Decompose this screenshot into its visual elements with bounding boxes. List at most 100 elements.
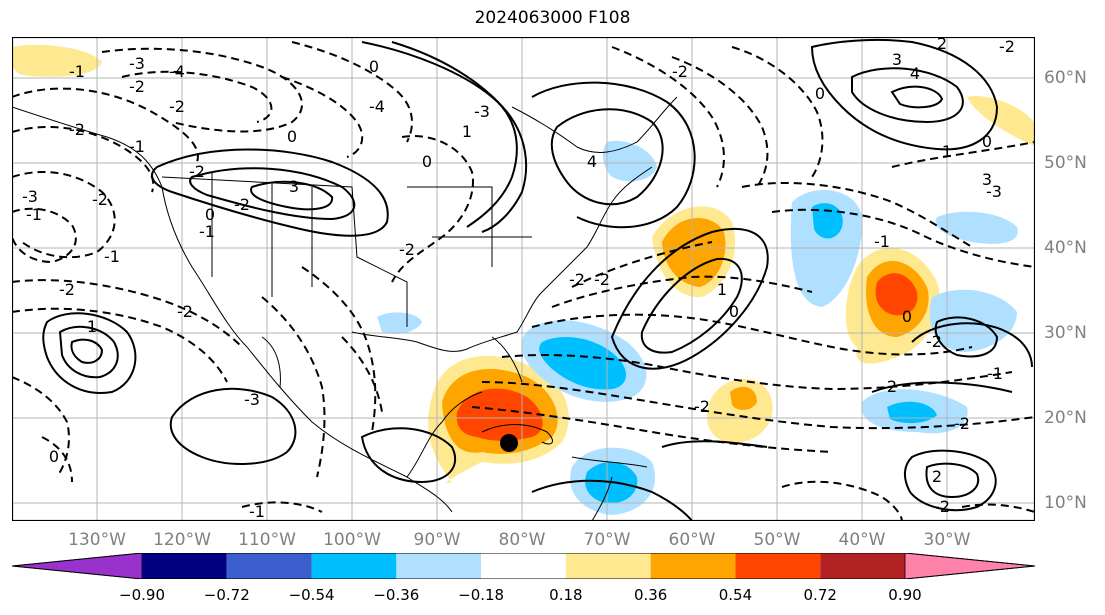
colorbar-segment bbox=[396, 553, 482, 579]
contour-label: -2 bbox=[92, 190, 108, 209]
contour-label: -2 bbox=[129, 77, 145, 96]
contour-label: -4 bbox=[169, 62, 185, 81]
contour-label: 4 bbox=[587, 152, 597, 171]
longitude-label: 50°W bbox=[753, 530, 801, 550]
longitude-label: 60°W bbox=[668, 530, 716, 550]
black-dot-marker-icon bbox=[500, 434, 518, 452]
contour-label: -2 bbox=[694, 397, 710, 416]
colorbar-extend-low bbox=[12, 553, 143, 579]
latitude-label: 40°N bbox=[1044, 238, 1087, 258]
contour-label: 4 bbox=[910, 64, 920, 83]
longitude-label: 80°W bbox=[498, 530, 546, 550]
contour-label: -2 bbox=[399, 240, 415, 259]
longitude-label: 70°W bbox=[583, 530, 631, 550]
contour-label: -2 bbox=[177, 302, 193, 321]
contour-label: -2 bbox=[189, 162, 205, 181]
map-title: 2024063000 F108 bbox=[474, 8, 631, 28]
colorbar-tick-label: −0.36 bbox=[373, 586, 420, 604]
coastlines bbox=[12, 96, 678, 521]
latitude-label: 50°N bbox=[1044, 153, 1087, 173]
longitude-label: 40°W bbox=[838, 530, 886, 550]
contour-label: -1 bbox=[26, 205, 42, 224]
contour-lines bbox=[12, 38, 1035, 521]
latitude-label: 10°N bbox=[1044, 493, 1087, 513]
contour-label: 0 bbox=[422, 152, 432, 171]
latitude-label: 30°N bbox=[1044, 323, 1087, 343]
longitude-label: 30°W bbox=[923, 530, 971, 550]
contour-label: -3 bbox=[244, 390, 260, 409]
contour-label: -1 bbox=[987, 364, 1003, 383]
colorbar-segment bbox=[820, 553, 905, 579]
contour-label: -2 bbox=[672, 62, 688, 81]
contour-label: -3 bbox=[22, 187, 38, 206]
contour-label: 3 bbox=[892, 50, 902, 69]
contour-label: 0 bbox=[815, 84, 825, 103]
graticule bbox=[12, 37, 1035, 521]
contour-label: -3 bbox=[474, 102, 490, 121]
contour-label: 1 bbox=[462, 122, 472, 141]
contour-label: -1 bbox=[104, 247, 120, 266]
contour-label: -1 bbox=[874, 232, 890, 251]
contour-label: 2 bbox=[887, 377, 897, 396]
contour-label: -2 bbox=[926, 332, 942, 351]
contour-label: 0 bbox=[287, 127, 297, 146]
contour-label: -2 bbox=[234, 195, 250, 214]
contour-label: -2 bbox=[69, 120, 85, 139]
latitude-label: 60°N bbox=[1044, 68, 1087, 88]
colorbar-extend-high bbox=[904, 553, 1035, 579]
contour-label: 3 bbox=[289, 177, 299, 196]
colorbar-tick-label: −0.72 bbox=[203, 586, 250, 604]
contour-label: -1 bbox=[69, 62, 85, 81]
contour-label: 3 bbox=[982, 170, 992, 189]
colorbar-tick-label: −0.54 bbox=[288, 586, 335, 604]
colorbar-segment bbox=[650, 553, 736, 579]
contour-label: -4 bbox=[369, 97, 385, 116]
contour-label: 0 bbox=[369, 57, 379, 76]
colorbar-tick-label: 0.18 bbox=[549, 586, 583, 604]
contour-label: -1 bbox=[249, 502, 265, 521]
contour-label-group: -3 -4 -1 -2 0 -2 3 -1 0 -2 -3 -2 -1 -2 -… bbox=[22, 37, 1015, 521]
contour-label: -3 bbox=[986, 182, 1002, 201]
contour-label: 0 bbox=[902, 307, 912, 326]
contour-label: -2 bbox=[594, 270, 610, 289]
colorbar bbox=[12, 553, 1035, 579]
contour-label: -2 bbox=[59, 280, 75, 299]
contour-label: -2 bbox=[999, 37, 1015, 56]
colorbar-tick-label: 0.72 bbox=[803, 586, 837, 604]
contour-label: -2 bbox=[569, 270, 585, 289]
contour-label: 2 bbox=[937, 37, 947, 53]
colorbar-tick-label: 0.90 bbox=[888, 586, 922, 604]
longitude-label: 130°W bbox=[68, 530, 126, 550]
shaded-field bbox=[12, 44, 1035, 515]
colorbar-segment bbox=[311, 553, 397, 579]
longitude-label: 110°W bbox=[238, 530, 296, 550]
colorbar-tick-label: −0.90 bbox=[119, 586, 165, 604]
contour-label: 0 bbox=[205, 205, 215, 224]
longitude-label: 100°W bbox=[323, 530, 381, 550]
contour-label: 1 bbox=[717, 280, 727, 299]
contour-label: -3 bbox=[129, 54, 145, 73]
contour-label: 0 bbox=[49, 447, 59, 466]
contour-label: 0 bbox=[729, 302, 739, 321]
colorbar-segment bbox=[226, 553, 312, 579]
colorbar-tick-label: 0.36 bbox=[633, 586, 668, 604]
colorbar-tick-label: −0.18 bbox=[458, 586, 505, 604]
colorbar-segment bbox=[481, 553, 566, 579]
longitude-label: 90°W bbox=[413, 530, 461, 550]
contour-label: -2 bbox=[934, 497, 950, 516]
longitude-label: 120°W bbox=[153, 530, 211, 550]
contour-label: 0 bbox=[982, 132, 992, 151]
contour-label: 1 bbox=[942, 142, 952, 161]
latitude-label: 20°N bbox=[1044, 408, 1087, 428]
colorbar-segment bbox=[142, 553, 227, 579]
contour-label: 1 bbox=[87, 317, 97, 336]
contour-label: -2 bbox=[169, 97, 185, 116]
contour-label: -1 bbox=[199, 222, 215, 241]
colorbar-segment bbox=[565, 553, 651, 579]
colorbar-segment bbox=[735, 553, 821, 579]
contour-label: -1 bbox=[129, 137, 145, 156]
contour-label: 2 bbox=[932, 467, 942, 486]
forecast-map: -3 -4 -1 -2 0 -2 3 -1 0 -2 -3 -2 -1 -2 -… bbox=[12, 37, 1035, 521]
contour-label: -2 bbox=[954, 414, 970, 433]
colorbar-tick-label: 0.54 bbox=[718, 586, 753, 604]
